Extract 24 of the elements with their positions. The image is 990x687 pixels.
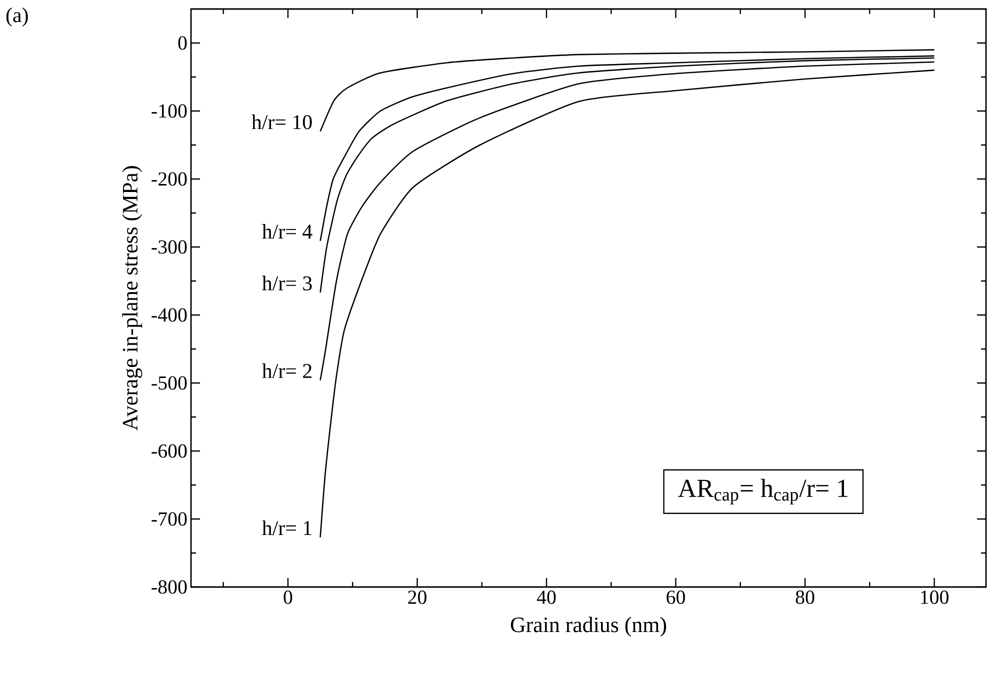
text: (a) bbox=[6, 8, 28, 26]
y-tick-label: -600 bbox=[152, 444, 187, 458]
x-tick-label: 60 bbox=[666, 590, 685, 604]
annotation: h/r= 1 bbox=[262, 520, 312, 536]
x-tick-label: 100 bbox=[921, 590, 948, 604]
x-tick-label: 0 bbox=[284, 590, 292, 604]
y-tick-label: -400 bbox=[152, 308, 187, 322]
annotation: h/r= 2 bbox=[262, 363, 312, 378]
y-tick-label: -700 bbox=[152, 512, 187, 526]
annotation: h/r= 3 bbox=[262, 276, 312, 290]
y-tick-label: 0 bbox=[178, 36, 187, 50]
x-tick-label: 80 bbox=[796, 590, 814, 604]
annotation: h/r= 10 bbox=[252, 114, 312, 130]
y-tick-label: -500 bbox=[152, 376, 187, 390]
x-axis-title: Grain radius (nm) bbox=[510, 616, 666, 637]
annotation: h/r= 4 bbox=[262, 224, 312, 239]
y-tick-label: -800 bbox=[152, 580, 187, 594]
annotation: AR$_{cap}$= h$_{cap}$/r= 1 bbox=[678, 478, 848, 504]
x-tick-label: 20 bbox=[408, 590, 426, 604]
x-tick-label: 40 bbox=[536, 590, 556, 604]
y-tick-label: -100 bbox=[152, 104, 187, 118]
y-tick-label: -200 bbox=[152, 172, 187, 186]
y-axis-title: Average in-plane stress (MPa) bbox=[122, 166, 142, 431]
y-tick-label: -300 bbox=[152, 240, 187, 254]
